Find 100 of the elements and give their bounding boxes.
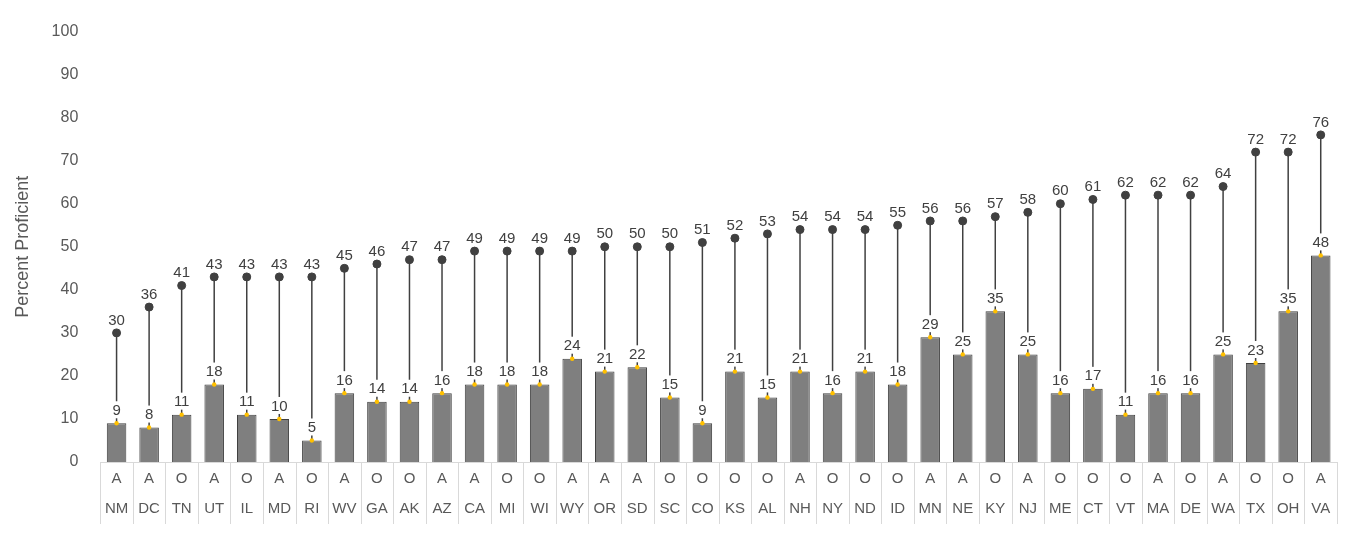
data-label: 43 [205,254,223,272]
data-label: 49 [563,228,581,246]
point [339,263,349,273]
data-label: 35 [986,289,1004,306]
y-tick-label: 80 [60,108,79,126]
x-tick-label: A SD [626,469,648,517]
y-tick-label: 90 [60,65,79,83]
x-tick-label: A NH [789,469,811,517]
data-label: 21 [791,349,809,367]
point [1153,190,1163,200]
data-label: 54 [791,207,809,225]
x-tick-label: O KY [985,469,1006,517]
data-label: 56 [921,198,939,216]
data-label: 21 [726,349,744,367]
data-label: 50 [661,224,679,242]
point [567,246,577,256]
data-label: 62 [1117,172,1134,190]
data-label: 46 [368,241,386,259]
point [828,225,838,235]
point [372,259,382,269]
x-tick-label: O ME [1049,469,1072,517]
point [535,246,545,256]
data-label: 11 [1117,392,1134,410]
data-label: 62 [1149,172,1167,190]
data-label: 5 [307,418,317,436]
data-label: 53 [759,211,776,229]
point [893,220,903,230]
data-label: 49 [466,228,483,246]
x-tick-label: A UT [204,469,225,517]
data-label: 72 [1247,129,1264,147]
point [502,246,512,256]
data-label: 64 [1214,164,1232,182]
point [730,233,740,243]
data-label: 24 [563,336,581,354]
data-label: 43 [270,254,288,272]
point [860,225,870,235]
data-label: 15 [661,375,679,393]
data-label: 25 [954,332,972,350]
point [404,255,414,265]
data-label: 9 [698,400,707,418]
data-label: 16 [433,370,451,388]
x-tick-label: O SC [659,469,681,517]
point [209,272,219,282]
point [1023,207,1033,217]
data-label: 49 [531,228,548,246]
x-tick-label: O CT [1082,469,1103,517]
data-label: 51 [694,220,711,238]
x-tick-label: O NY [822,469,843,517]
data-label: 35 [1279,289,1297,306]
data-label: 50 [628,224,646,242]
data-label: 60 [1052,181,1069,199]
data-label: 14 [401,379,418,397]
data-label: 43 [303,254,321,272]
data-label: 41 [173,263,190,281]
y-tick-label: 30 [60,323,79,341]
x-tick-label: A WV [332,469,357,517]
data-label: 23 [1247,340,1264,358]
data-label: 43 [238,254,256,272]
y-axis-title: Percent Proficient [11,175,32,318]
point [697,238,707,247]
x-tick-label: O DE [1180,469,1201,517]
data-label: 61 [1084,177,1102,195]
point [990,212,1000,222]
data-label: 16 [1182,370,1199,388]
x-tick-label: O OH [1276,469,1300,517]
x-tick-label: A CA [464,469,485,517]
point [144,302,154,312]
x-tick-label: A NM [104,469,129,517]
data-label: 57 [986,194,1004,212]
data-label: 16 [824,370,841,388]
data-label: 18 [466,362,483,380]
data-label: 49 [498,228,516,246]
x-tick-label: O TN [171,469,192,517]
data-label: 9 [112,400,121,418]
y-tick-label: 10 [60,409,79,427]
data-label: 56 [954,198,972,216]
x-tick-label: A DC [138,469,161,517]
point [112,328,122,338]
x-tick-label: A NE [952,469,974,517]
data-label: 8 [144,405,154,423]
data-label: 15 [759,375,776,393]
point [1218,182,1228,192]
data-label: 72 [1279,129,1297,147]
point [958,216,968,226]
data-label: 18 [498,362,516,380]
data-label: 30 [108,310,125,328]
data-label: 62 [1182,172,1199,190]
y-tick-label: 100 [51,22,79,40]
point [600,242,610,252]
data-label: 17 [1084,366,1102,384]
data-label: 76 [1312,112,1330,130]
x-tick-label: O ID [890,469,906,517]
data-label: 18 [531,362,548,380]
data-label: 21 [596,349,614,367]
x-tick-label: O AK [399,469,420,517]
y-tick-label: 40 [60,280,79,298]
y-tick-label: 50 [60,237,79,255]
x-tick-label: A WA [1211,469,1235,517]
x-tick-label: O IL [240,469,253,517]
x-tick-label: A OR [593,469,617,517]
